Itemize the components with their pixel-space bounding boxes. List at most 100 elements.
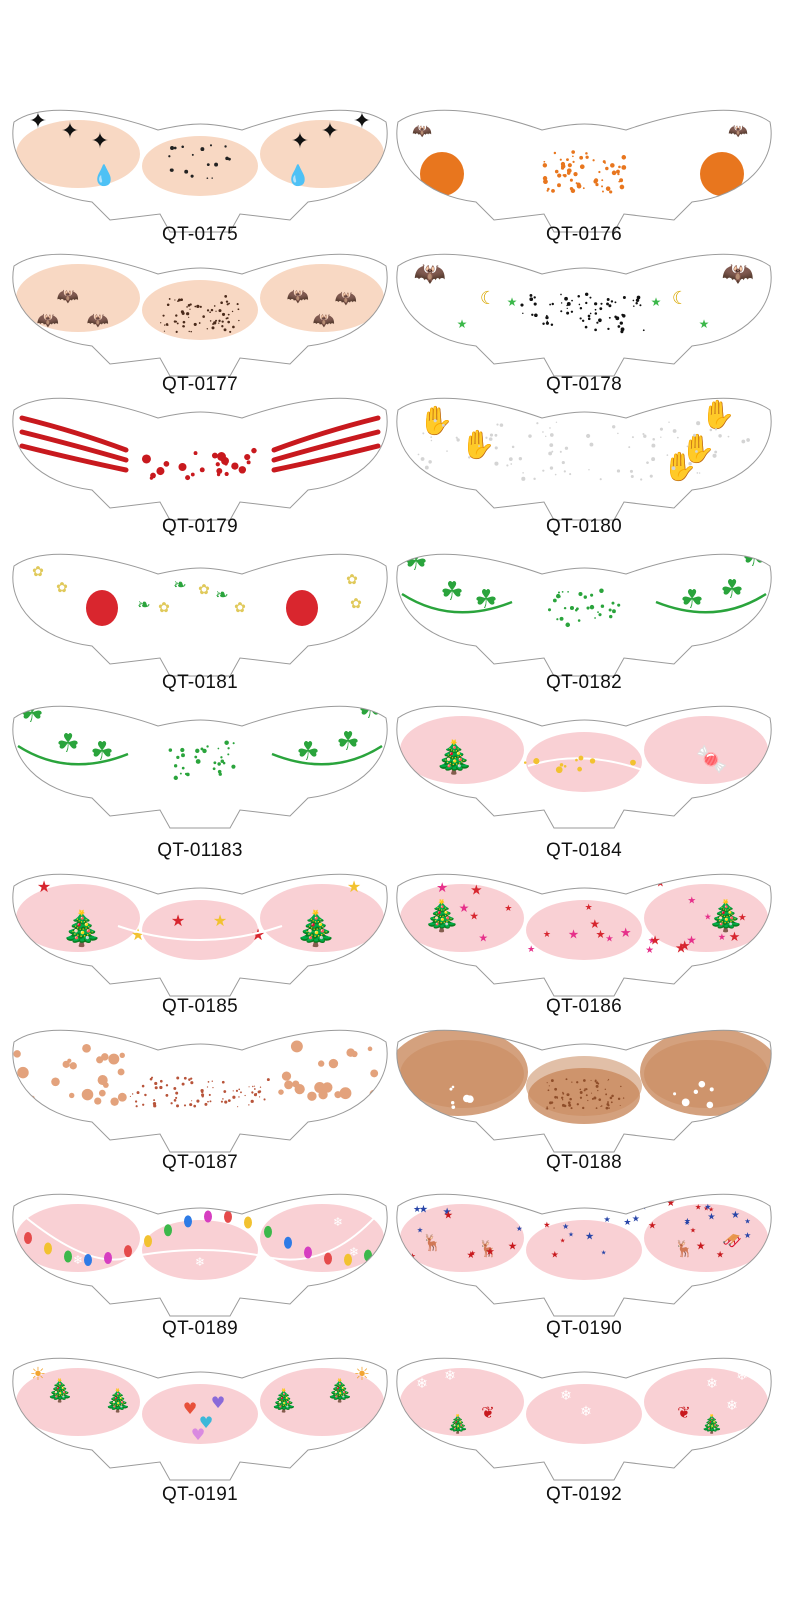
speckle [227,1099,231,1102]
speckle [617,1097,621,1101]
vine-swirl [655,592,767,614]
pumpkin-icon [700,152,744,196]
speckle [533,302,537,306]
blush-glow [260,884,384,952]
speckle [494,461,499,466]
speckle [607,327,610,331]
speckle [131,1093,134,1095]
speckle [62,1060,70,1068]
daisy-icon: ✿ [158,600,170,616]
star-icon: ★ [695,1203,702,1212]
speckle [553,1107,555,1109]
speckle [222,761,226,765]
speckle [533,477,536,481]
speckle [200,147,205,152]
speckle [714,428,718,431]
speckle [200,747,204,751]
sticker-artwork: ✦ ✦ ✦ ✦ ✦ ✦ 💧 💧 [16,110,384,196]
product-code-label: QT-0175 [161,224,239,245]
star-icon: ★ [738,912,747,923]
speckle [290,1040,303,1053]
sticker-mask: 🦇🦇🦇🦇🦇🦇 [12,253,388,377]
speckle [589,758,596,764]
speckle [98,1089,106,1097]
speckle [585,152,588,155]
speckle [506,464,509,467]
bat-icon: 🦇 [87,310,109,331]
speckle [69,1062,77,1070]
speckle [489,433,494,437]
star-icon: ★ [718,932,726,943]
speckle [698,1080,706,1088]
speckle [577,766,582,772]
speckle [676,436,679,439]
blush-glow [142,136,258,196]
speckle [162,314,165,317]
speckle [618,165,621,169]
speckle [605,166,609,171]
star-icon: ★ [436,880,448,896]
speckle [206,163,210,167]
speckle [587,317,591,321]
blush-glow [400,1368,524,1436]
speckle [576,1081,579,1084]
sticker-mask: ☘☘ ☘ ☘ ☘☘ [12,705,388,829]
sticker-card: 🎄 🎄 ★ ★ ★ ★ ★ ★ ★ ★ ★ ★ ★ ★ ★ ★ ★ ★ ★ ★ ★ ★ ★ ★ ★ ★ ★ ★ [392,856,776,997]
speckle [215,310,217,312]
sticker-artwork: ☘☘ ☘ ☘ ☘☘ [401,554,767,628]
sticker-card: ❄ ❄ ❄ ❄ ❄ ❄ ❄ 🎄 🎄 ❦ ❦ [392,1340,776,1481]
speckle [614,315,617,319]
bat-icon: 🦇 [722,259,754,289]
light-bulb [144,1235,152,1248]
speckle [741,439,746,444]
tree-icon: 🎄 [707,898,744,934]
speckle [571,150,575,154]
star-icon: ★ [527,945,535,955]
speckle [193,1104,197,1108]
speckle [709,428,713,432]
speckle [542,163,548,168]
star-icon: ★ [605,934,613,945]
star-icon: ★ [508,1239,518,1252]
speckle [252,1085,254,1088]
light-bulb [224,1210,232,1223]
speckle [202,315,205,318]
star-icon: ★ [684,1217,691,1226]
speckle [206,177,209,179]
speckle [168,748,173,752]
speckle [567,1101,571,1105]
speckle [576,607,579,611]
speckle [183,1076,187,1080]
star-icon: ★ [601,1199,610,1210]
speckle [546,1107,549,1110]
speckle [589,604,595,610]
star-icon: ★ [731,1210,740,1221]
sticker-card: ✋ ✋ ✋ ✋ ✋ [392,380,776,521]
speckle [594,328,597,332]
blush-glow [644,884,768,952]
speckle [587,314,591,318]
speckle [560,302,563,304]
speckle [572,155,574,158]
sticker-outline [12,397,388,521]
speckle [594,302,598,306]
speckle [214,162,219,167]
blush-glow [260,264,384,332]
star-icon: ★ [457,317,468,331]
speckle [244,1094,246,1097]
speckle [543,179,548,185]
star-icon: ★ [560,1237,566,1244]
speckle [549,443,554,448]
speckle [576,1103,579,1106]
speckle [209,311,211,314]
speckle [201,1090,204,1094]
speckle [510,463,513,465]
speckle [376,1091,383,1098]
product-code-label: QT-0178 [545,374,623,395]
speckle [727,435,730,438]
star-icon: ★ [507,295,518,309]
product-code-label: QT-0180 [545,516,623,537]
speckle [586,606,590,610]
sticker-outline [396,873,772,997]
speckle [176,1076,180,1080]
